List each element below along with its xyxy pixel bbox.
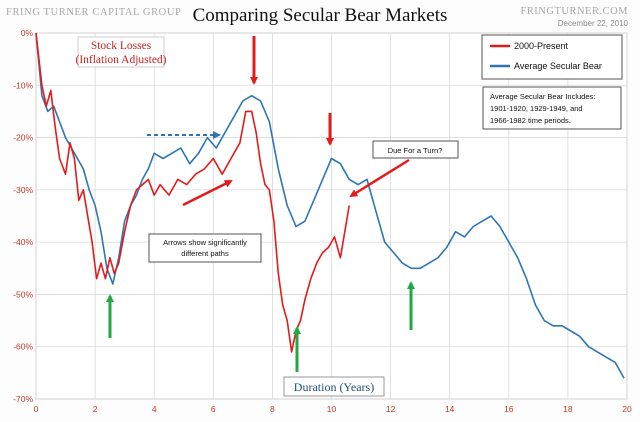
info-line3: 1966-1982 time periods. <box>490 116 571 125</box>
callout-box-note <box>148 233 262 263</box>
brand-left: FRING TURNER CAPITAL GROUP <box>6 7 182 18</box>
chart-date: December 22, 2010 <box>557 19 628 28</box>
y-tick-label: -60% <box>13 342 33 352</box>
y-tick-label: 0% <box>21 28 34 38</box>
legend-label-present: 2000-Present <box>514 41 569 51</box>
x-tick-label: 16 <box>504 404 514 414</box>
x-tick-label: 12 <box>386 404 396 414</box>
x-tick-label: 0 <box>34 404 39 414</box>
x-label-box <box>283 376 385 397</box>
info-box <box>482 86 622 130</box>
x-tick-label: 2 <box>93 404 98 414</box>
callout-box-due <box>372 140 459 159</box>
x-tick-label: 8 <box>270 404 275 414</box>
x-tick-label: 18 <box>563 404 573 414</box>
info-line2: 1901-1920, 1929-1949, and <box>490 104 583 113</box>
y-tick-label: -20% <box>13 133 33 143</box>
gridlines <box>35 32 628 400</box>
y-tick-label: -50% <box>13 289 33 299</box>
x-axis-label: Duration (Years) <box>294 380 374 394</box>
series-present-line <box>35 32 350 353</box>
x-tick-label: 14 <box>445 404 455 414</box>
y-axis-ticks: 0% -10% -20% -30% -40% -50% -60% -70% <box>13 28 33 404</box>
y-tick-label: -30% <box>13 185 33 195</box>
callout-note-line1: Arrows show significantly <box>163 238 247 247</box>
y-label-box <box>77 36 165 68</box>
y-tick-label: -70% <box>13 394 33 404</box>
x-tick-label: 4 <box>152 404 157 414</box>
y-label-line1: Stock Losses <box>91 40 152 52</box>
x-tick-label: 10 <box>327 404 337 414</box>
red-arrow-due <box>349 158 410 198</box>
y-tick-label: -10% <box>13 80 33 90</box>
red-arrow-diagonal <box>182 179 233 207</box>
brand-right: FRINGTURNER.COM <box>520 6 628 17</box>
x-tick-label: 20 <box>622 404 632 414</box>
legend <box>481 34 623 80</box>
y-label-line2: (Inflation Adjusted) <box>75 54 166 66</box>
info-line1: Average Secular Bear Includes: <box>490 92 595 101</box>
callout-due: Due For a Turn? <box>388 146 443 155</box>
legend-label-average: Average Secular Bear <box>514 61 602 71</box>
chart-title: Comparing Secular Bear Markets <box>192 5 448 26</box>
x-axis-ticks: 0 2 4 6 8 10 12 14 16 18 20 <box>34 404 632 414</box>
x-tick-label: 6 <box>211 404 216 414</box>
y-tick-label: -40% <box>13 237 33 247</box>
callout-note-line2: different paths <box>181 249 229 258</box>
